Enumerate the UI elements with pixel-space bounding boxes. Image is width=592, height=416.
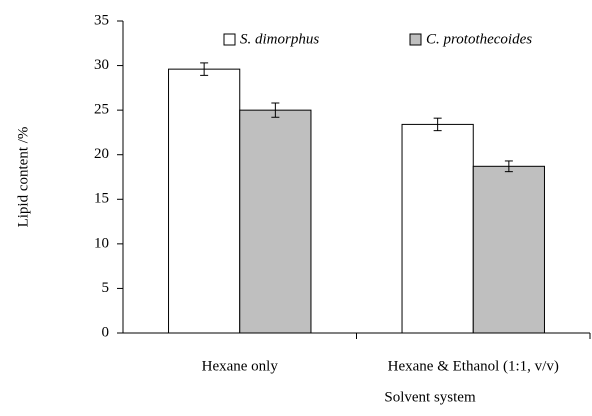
x-tick-label: Hexane only	[202, 358, 279, 374]
y-axis-label: Lipid content /%	[15, 127, 31, 228]
y-tick-label: 15	[94, 191, 109, 207]
bar	[472, 165, 545, 334]
bar	[401, 123, 474, 334]
y-tick-label: 30	[94, 57, 109, 73]
y-tick-label: 10	[94, 235, 109, 251]
x-axis-label: Solvent system	[384, 389, 476, 405]
legend-label: C. protothecoides	[426, 31, 532, 47]
y-tick-label: 20	[94, 146, 109, 162]
x-tick-label: Hexane & Ethanol (1:1, v/v)	[388, 358, 559, 374]
legend-swatch	[409, 33, 422, 46]
y-tick-label: 25	[94, 102, 109, 118]
y-tick-label: 5	[102, 280, 110, 296]
bar	[239, 109, 312, 334]
y-tick-label: 0	[102, 324, 110, 340]
bar	[168, 68, 241, 334]
legend-swatch	[223, 33, 236, 46]
y-tick-label: 35	[94, 12, 109, 28]
legend-label: S. dimorphus	[240, 31, 319, 47]
